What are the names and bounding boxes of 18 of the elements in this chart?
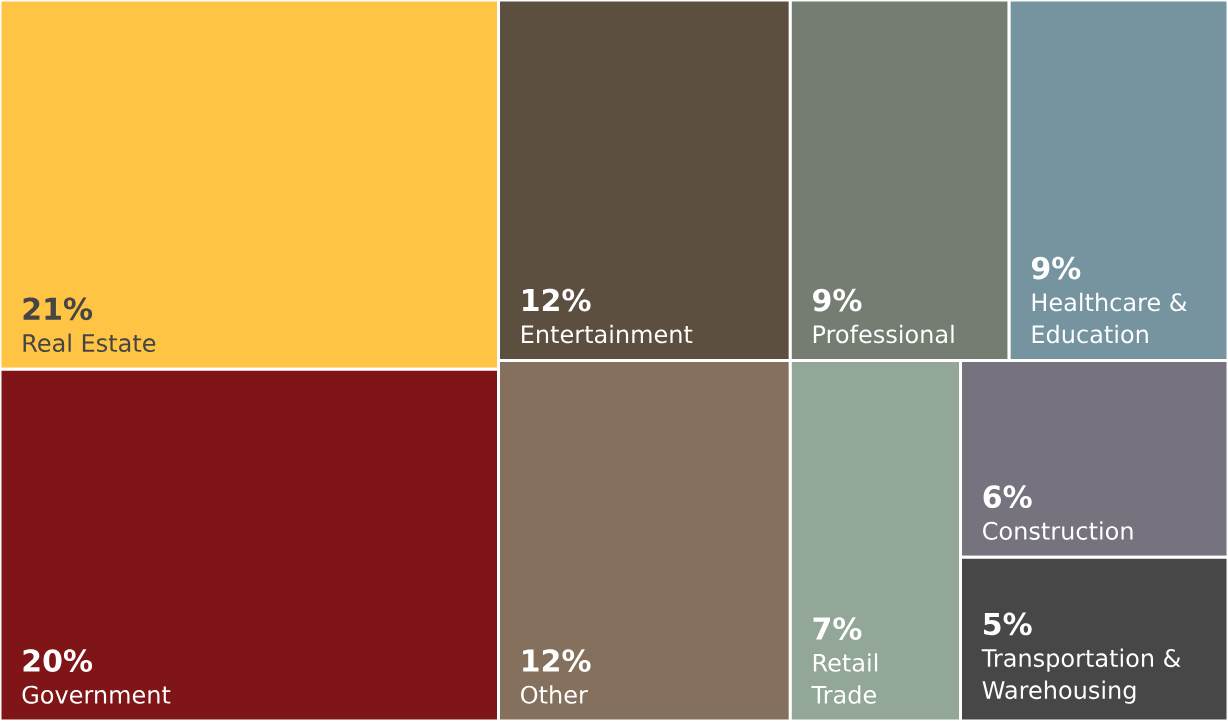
data-label: 9%	[813, 288, 862, 312]
data-label: 5%	[984, 612, 1032, 636]
data-label: 7%	[813, 617, 862, 640]
category-label: Transportation & Warehousing	[981, 648, 1181, 704]
category-label: Professional	[813, 324, 954, 344]
category-label: Entertainment	[522, 324, 693, 344]
category-label: Real Estate	[23, 333, 156, 353]
data-label: 12%	[523, 288, 591, 312]
data-label: 12%	[523, 649, 591, 672]
category-label: Government	[22, 685, 171, 704]
data-label: 21%	[23, 297, 93, 321]
category-label: Healthcare & Education	[1032, 292, 1187, 344]
data-label: 20%	[23, 649, 93, 672]
category-label: Construction	[983, 521, 1133, 540]
data-label: 9%	[1031, 256, 1081, 280]
category-label: Retail Trade	[811, 653, 878, 704]
category-label: Other	[521, 685, 588, 704]
data-label: 6%	[983, 485, 1032, 509]
